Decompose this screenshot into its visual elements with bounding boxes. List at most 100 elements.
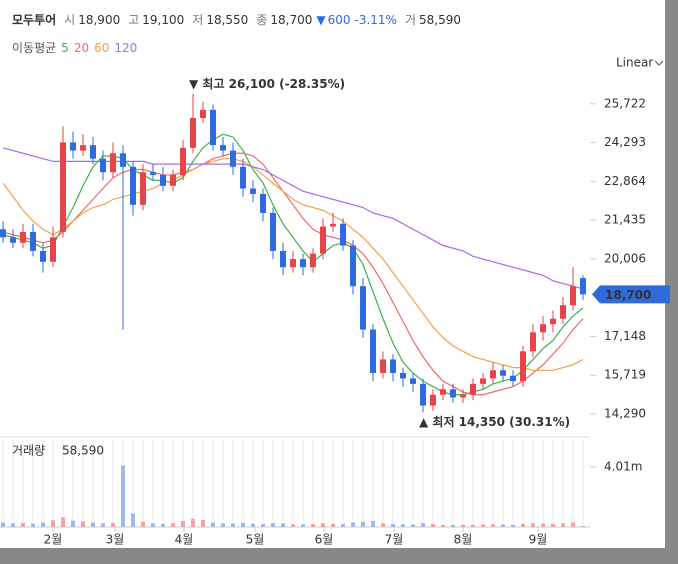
- candle-body: [490, 370, 496, 379]
- candle-body: [240, 166, 246, 189]
- x-tick-label: 8월: [454, 533, 473, 547]
- header-label: 고: [128, 13, 139, 27]
- candle-body: [380, 359, 386, 374]
- header-label: 저: [192, 13, 203, 27]
- candle-body: [410, 378, 416, 384]
- volume-bar: [141, 521, 145, 527]
- candle-body: [550, 318, 556, 325]
- header-label: 종: [256, 13, 267, 27]
- candle-body: [370, 329, 376, 374]
- candle-body: [290, 259, 296, 268]
- volume-bar: [41, 522, 45, 527]
- y-tick-label: 14,290: [604, 406, 646, 420]
- volume-bar: [101, 523, 105, 527]
- volume-bar: [451, 524, 455, 527]
- candle-body: [570, 286, 576, 306]
- candle-body: [470, 383, 476, 395]
- legend-entry: 60: [94, 41, 109, 55]
- y-tick-label: 24,293: [604, 135, 646, 149]
- x-tick-label: 6월: [315, 533, 334, 547]
- candle-body: [90, 145, 96, 159]
- change-arrow: ▼: [316, 13, 326, 27]
- volume-bar: [61, 517, 65, 527]
- volume-bar: [511, 524, 515, 527]
- candle-body: [510, 375, 516, 382]
- panel: [0, 0, 665, 548]
- volume-bar: [201, 519, 205, 527]
- candle-body: [150, 172, 156, 175]
- volume-bar: [471, 524, 475, 527]
- candle-body: [500, 370, 506, 376]
- header-value: 58,590: [419, 13, 461, 27]
- volume-bar: [481, 524, 485, 527]
- candle-body: [0, 229, 6, 238]
- scale-toggle[interactable]: Linear: [616, 56, 653, 70]
- ma-line: [2, 152, 584, 396]
- volume-bar: [161, 523, 165, 527]
- stock-name: 모두투어: [12, 12, 56, 27]
- volume-bar: [181, 521, 185, 527]
- volume-bar: [71, 520, 75, 527]
- x-tick-label: 9월: [529, 533, 548, 547]
- volume-bar: [231, 523, 235, 527]
- stock-header: 모두투어 시 18,900 고 19,100 저 18,550 종 18,700 ▼ 600 -3.1…: [12, 12, 461, 27]
- volume-bar: [121, 465, 125, 527]
- volume-bar: [171, 523, 175, 527]
- volume-bar: [571, 522, 575, 527]
- candle-body: [540, 324, 546, 333]
- volume-bar: [501, 524, 505, 527]
- candle-body: [350, 245, 356, 287]
- candle-body: [460, 394, 466, 398]
- volume-value: 58,590: [62, 444, 104, 458]
- volume-bar: [521, 523, 525, 527]
- candle-body: [40, 250, 46, 262]
- volume-bar: [191, 518, 195, 527]
- volume-bar: [291, 524, 295, 527]
- volume-bar: [391, 524, 395, 527]
- price-tag-label: 18,700: [605, 288, 651, 302]
- header-label: 거: [405, 13, 416, 27]
- candle-body: [110, 153, 116, 173]
- candle-body: [50, 237, 56, 262]
- annotation: ▼ 최고 26,100 (-28.35%): [189, 76, 345, 91]
- candle-body: [400, 373, 406, 379]
- x-tick-label: 3월: [106, 533, 125, 547]
- candle-body: [340, 223, 346, 246]
- dropdown-caret[interactable]: [654, 60, 664, 66]
- x-tick-label: 4월: [175, 533, 194, 547]
- candle-body: [210, 109, 216, 146]
- candle-body: [160, 174, 166, 186]
- volume-bar: [491, 524, 495, 527]
- candle-body: [260, 193, 266, 213]
- x-tick-label: 7월: [385, 533, 404, 547]
- candle-body: [250, 188, 256, 194]
- volume-bar: [241, 522, 245, 527]
- candle-body: [190, 117, 196, 148]
- volume-bar: [301, 524, 305, 527]
- volume-bar: [581, 526, 585, 527]
- volume-bar: [381, 523, 385, 527]
- volume-bar: [361, 521, 365, 527]
- volume-bar: [51, 520, 55, 527]
- candle-body: [140, 172, 146, 205]
- volume-bar: [431, 524, 435, 527]
- candle-body: [450, 389, 456, 398]
- candle-body: [300, 259, 306, 268]
- candle-body: [390, 359, 396, 374]
- header-value: 18,550: [206, 13, 248, 27]
- y-tick-label: 17,148: [604, 329, 646, 343]
- volume-bar: [31, 523, 35, 527]
- ma-line: [2, 147, 584, 290]
- volume-bar: [401, 524, 405, 527]
- volume-bar: [311, 524, 315, 527]
- volume-bar: [111, 522, 115, 527]
- legend-entry: 120: [114, 41, 137, 55]
- candle-body: [130, 166, 136, 205]
- volume-bar: [551, 524, 555, 527]
- candle-body: [100, 158, 106, 173]
- y-tick-label: 21,435: [604, 213, 646, 227]
- legend: 이동평균 5 20 60 120: [12, 41, 137, 55]
- legend-entry: 20: [74, 41, 89, 55]
- candle-body: [520, 351, 526, 382]
